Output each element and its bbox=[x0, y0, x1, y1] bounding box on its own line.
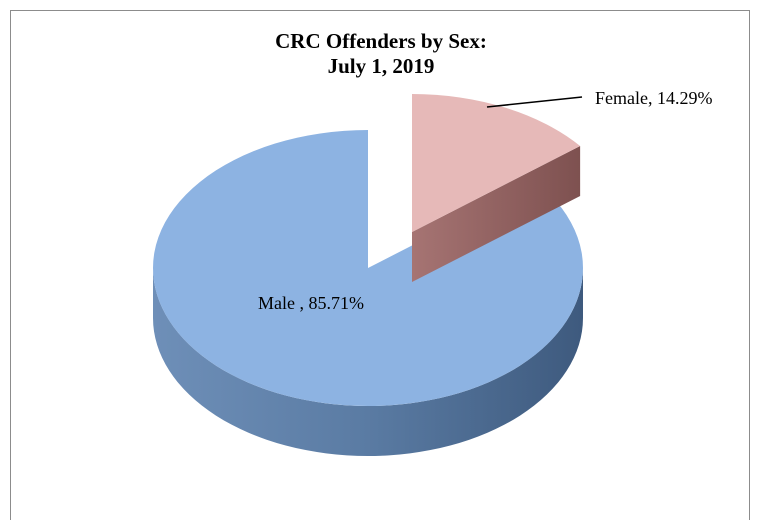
female-slice bbox=[412, 94, 581, 232]
chart-title-line1: CRC Offenders by Sex: bbox=[275, 29, 487, 53]
female-slice-side bbox=[412, 145, 581, 282]
male-slice-side bbox=[153, 268, 583, 456]
female-leader-line bbox=[486, 96, 583, 108]
chart-title-line2: July 1, 2019 bbox=[327, 54, 435, 78]
label-female: Female, 14.29% bbox=[595, 88, 712, 108]
label-male: Male , 85.71% bbox=[258, 293, 364, 313]
male-slice bbox=[153, 130, 584, 407]
